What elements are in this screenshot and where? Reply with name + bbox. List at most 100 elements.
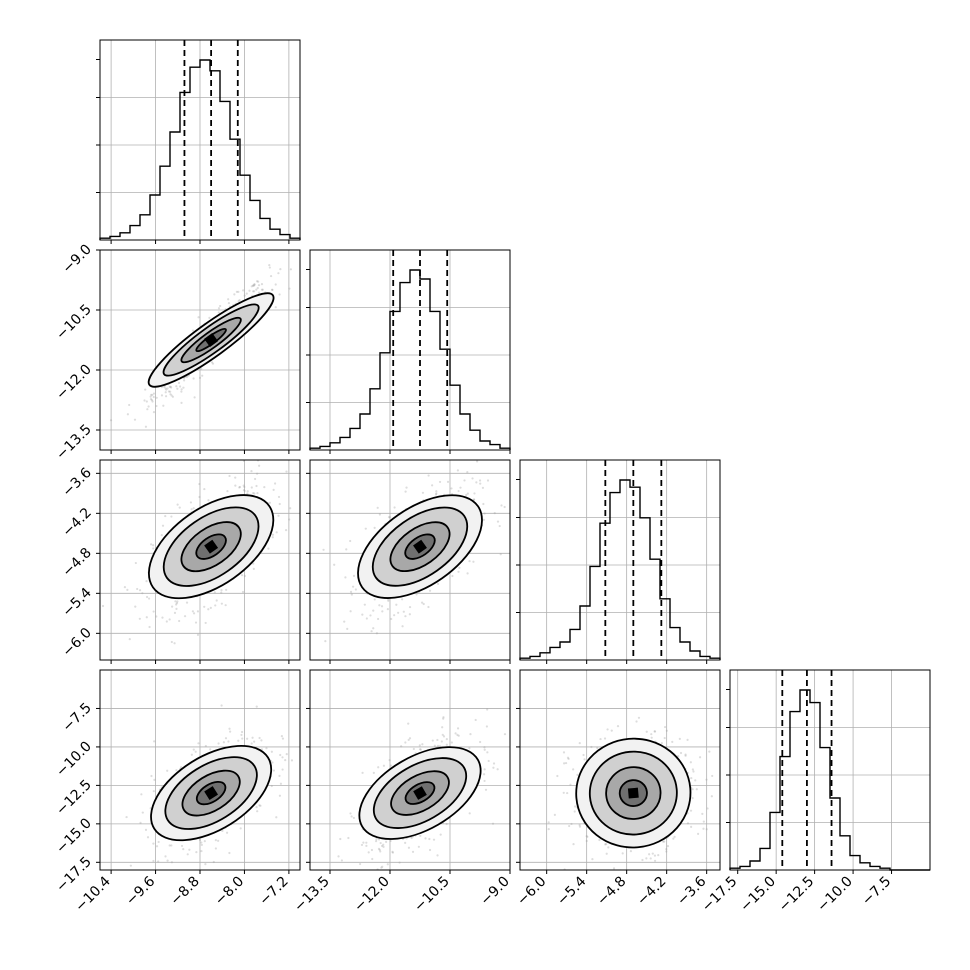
scatter-point [417, 845, 420, 848]
scatter-point [553, 813, 556, 816]
scatter-point [569, 783, 572, 786]
scatter-point [164, 514, 167, 518]
scatter-point [573, 810, 576, 813]
panel-frame [309, 249, 511, 451]
scatter-point [207, 608, 210, 611]
scatter-point [263, 486, 266, 489]
scatter-point [201, 374, 204, 377]
scatter-point [604, 843, 607, 846]
scatter-point [272, 769, 276, 772]
scatter-point [393, 614, 396, 617]
scatter-point [616, 724, 620, 728]
scatter-point [478, 479, 482, 482]
scatter-point [349, 812, 352, 815]
scatter-point [371, 857, 374, 861]
scatter-point [705, 778, 708, 781]
scatter-point [224, 737, 228, 740]
scatter-point [547, 821, 550, 824]
scatter-point [246, 492, 249, 495]
scatter-point [435, 490, 438, 493]
scatter-point [706, 807, 709, 810]
scatter-point [562, 762, 566, 765]
scatter-point [324, 640, 327, 643]
scatter-point [129, 864, 132, 867]
scatter-point [445, 822, 448, 826]
scatter-point [498, 524, 501, 528]
scatter-point [258, 804, 261, 807]
scatter-point [377, 766, 380, 769]
scatter-point [404, 490, 407, 493]
scatter-point [691, 788, 694, 791]
scatter-point [278, 502, 281, 506]
scatter-point [253, 284, 256, 287]
scatter-point [499, 553, 502, 556]
scatter-point [253, 492, 256, 495]
scatter-point [653, 730, 657, 733]
scatter-point [288, 287, 291, 290]
scatter-point [637, 716, 641, 719]
scatter-point [340, 859, 344, 862]
scatter-point [234, 484, 237, 487]
scatter-point [241, 737, 244, 740]
x-tick-label: −10.5 [411, 874, 453, 916]
scatter-point [440, 740, 443, 743]
scatter-point [133, 418, 137, 421]
scatter-point [663, 840, 666, 843]
pair-panel-2-4 [306, 669, 511, 874]
density-peak [204, 539, 219, 554]
contour-0 [195, 327, 227, 353]
scatter-point [192, 612, 196, 615]
scatter-point [155, 396, 158, 399]
scatter-point [503, 733, 507, 736]
scatter-point [289, 268, 292, 271]
density-fill [576, 738, 691, 848]
scatter-point [186, 853, 189, 856]
scatter-point [378, 604, 381, 607]
scatter-point [672, 837, 675, 840]
scatter-point [367, 851, 370, 854]
scatter-point [472, 560, 475, 563]
pair-panel-1-2 [96, 249, 301, 454]
scatter-point [260, 739, 263, 742]
scatter-point [446, 480, 450, 484]
scatter-point [139, 821, 142, 824]
scatter-point [152, 392, 156, 395]
scatter-point [408, 605, 412, 609]
contours [147, 494, 275, 600]
scatter-point [194, 621, 198, 624]
scatter-point [333, 563, 336, 566]
scatter-point [259, 804, 262, 807]
scatter-point [364, 527, 367, 530]
scatter-point [586, 835, 589, 838]
scatter-point [402, 610, 405, 613]
scatter-point [255, 288, 258, 291]
scatter-point [585, 839, 588, 843]
scatter-point [185, 375, 188, 379]
scatter-point [256, 286, 259, 290]
scatter-point [483, 748, 486, 751]
scatter-point [242, 489, 246, 492]
density-peak [204, 333, 219, 347]
scatter-point [253, 283, 256, 286]
scatter-point [173, 642, 176, 645]
scatter-point [152, 411, 156, 414]
scatter-point [370, 630, 373, 633]
scatter-point [566, 756, 570, 759]
scatter-point [373, 526, 376, 529]
scatter-point [457, 489, 460, 493]
scatter-point [271, 533, 275, 536]
scatter-point [109, 419, 113, 422]
scatter-point [415, 593, 418, 596]
density-fill [358, 495, 482, 599]
scatter-point [690, 825, 693, 828]
scatter-point [361, 771, 364, 774]
scatter-point [684, 753, 687, 756]
scatter-point [479, 740, 482, 744]
scatter-point [610, 729, 613, 732]
contours [357, 494, 483, 599]
scatter-point [270, 784, 273, 788]
scatter-point [483, 768, 486, 771]
scatter-point [241, 590, 245, 594]
scatter-point [275, 531, 278, 534]
